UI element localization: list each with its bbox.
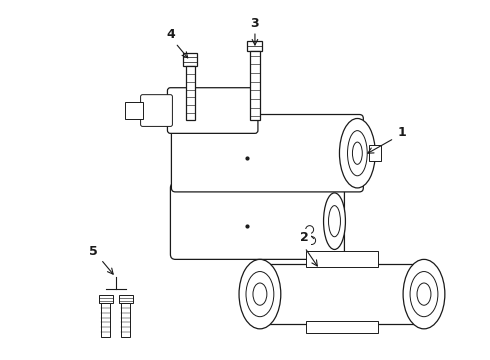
- Ellipse shape: [403, 260, 445, 329]
- Bar: [369, 145, 381, 161]
- Ellipse shape: [239, 260, 281, 329]
- Ellipse shape: [323, 193, 345, 249]
- Bar: [250, 51, 260, 121]
- FancyBboxPatch shape: [172, 114, 363, 192]
- Ellipse shape: [328, 206, 341, 237]
- FancyBboxPatch shape: [168, 88, 258, 133]
- Text: 4: 4: [166, 28, 175, 41]
- Ellipse shape: [253, 283, 267, 305]
- Bar: [121, 303, 130, 337]
- Bar: [124, 102, 143, 120]
- Bar: [119, 295, 133, 303]
- Ellipse shape: [246, 271, 274, 317]
- FancyBboxPatch shape: [141, 95, 172, 126]
- Bar: [247, 41, 263, 51]
- FancyBboxPatch shape: [306, 321, 378, 333]
- Ellipse shape: [417, 283, 431, 305]
- Ellipse shape: [306, 226, 314, 234]
- Bar: [255, 264, 429, 324]
- Bar: [99, 295, 113, 303]
- Ellipse shape: [347, 131, 367, 176]
- Text: 5: 5: [90, 245, 98, 258]
- FancyBboxPatch shape: [171, 183, 344, 260]
- Bar: [186, 67, 195, 121]
- Text: 3: 3: [250, 17, 259, 30]
- Ellipse shape: [340, 118, 375, 188]
- Bar: [183, 53, 197, 67]
- Text: 2: 2: [300, 231, 309, 244]
- Text: 1: 1: [398, 126, 407, 139]
- Ellipse shape: [308, 237, 316, 244]
- Ellipse shape: [352, 142, 362, 164]
- FancyBboxPatch shape: [306, 251, 378, 267]
- Ellipse shape: [410, 271, 438, 317]
- Bar: [101, 303, 110, 337]
